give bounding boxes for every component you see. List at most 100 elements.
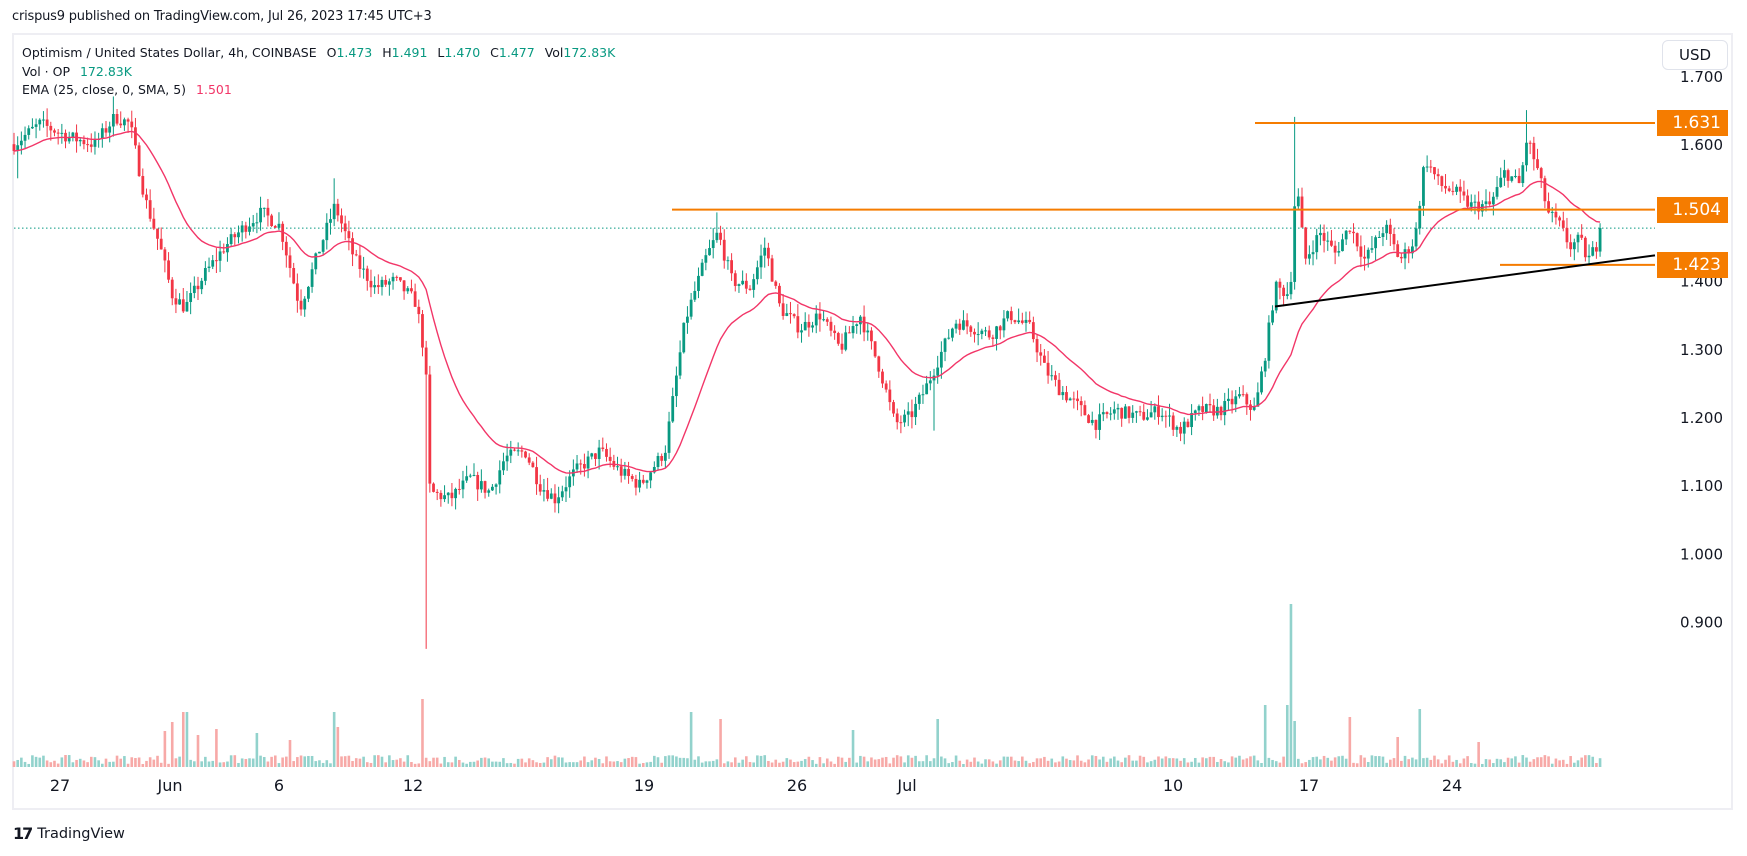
candle-body bbox=[145, 194, 148, 201]
candle-body bbox=[520, 450, 524, 452]
volume-bar bbox=[1164, 756, 1168, 767]
volume-bar bbox=[929, 761, 932, 767]
candle-body bbox=[715, 232, 719, 241]
candle-body bbox=[575, 463, 579, 470]
volume-bar bbox=[1341, 755, 1344, 767]
trendline[interactable] bbox=[1274, 254, 1656, 308]
volume-bar bbox=[1090, 755, 1094, 767]
volume-bar bbox=[222, 762, 226, 767]
volume-bar bbox=[866, 761, 870, 767]
volume-bar bbox=[1212, 756, 1215, 767]
candle-body bbox=[1094, 419, 1098, 430]
candle-body bbox=[1186, 421, 1190, 428]
candle-body bbox=[181, 299, 185, 312]
volume-bar bbox=[833, 763, 836, 767]
candle-body bbox=[60, 132, 64, 134]
chart-frame[interactable] bbox=[12, 33, 1733, 810]
volume-bar bbox=[1304, 762, 1307, 767]
volume-bar bbox=[877, 759, 881, 767]
volume-bar bbox=[1017, 761, 1020, 767]
candle-body bbox=[1043, 355, 1046, 363]
candle-body bbox=[711, 240, 715, 249]
volume-bar bbox=[1263, 705, 1267, 767]
volume-bar bbox=[1157, 756, 1160, 767]
volume-bar bbox=[159, 762, 163, 767]
volume-bar bbox=[115, 755, 119, 767]
candle-body bbox=[1149, 412, 1153, 418]
candle-body bbox=[45, 119, 49, 126]
volume-bar bbox=[763, 755, 767, 767]
low-label: L bbox=[437, 45, 445, 60]
candle-body bbox=[1020, 320, 1024, 323]
volume-bar bbox=[1205, 758, 1208, 767]
volume-bar bbox=[704, 761, 708, 767]
high-label: H bbox=[382, 45, 392, 60]
volume-bar bbox=[148, 757, 152, 767]
volume-study-row[interactable]: Vol · OP 172.83K bbox=[22, 63, 615, 82]
volume-bar bbox=[483, 757, 487, 767]
candle-body bbox=[1595, 247, 1598, 252]
volume-bar bbox=[134, 758, 137, 767]
candle-body bbox=[329, 219, 332, 223]
volume-bar bbox=[240, 758, 244, 767]
candle-body bbox=[1510, 176, 1514, 181]
volume-bar bbox=[910, 757, 914, 767]
volume-bar bbox=[987, 759, 991, 767]
candle-body bbox=[991, 337, 995, 339]
currency-button[interactable]: USD bbox=[1662, 40, 1728, 70]
candle-body bbox=[196, 285, 200, 290]
candle-body bbox=[840, 343, 844, 350]
volume-bar bbox=[170, 722, 174, 767]
volume-bar bbox=[1260, 763, 1263, 767]
volume-bar bbox=[1466, 756, 1469, 767]
candle-body bbox=[866, 330, 870, 333]
volume-bar bbox=[542, 762, 546, 767]
candle-body bbox=[737, 284, 741, 286]
candle-body bbox=[663, 452, 667, 461]
candle-body bbox=[579, 463, 583, 465]
candle-body bbox=[862, 316, 866, 333]
candle-body bbox=[748, 288, 752, 290]
ema-study-row[interactable]: EMA (25, close, 0, SMA, 5) 1.501 bbox=[22, 81, 615, 100]
candle-body bbox=[785, 313, 789, 316]
tradingview-logo[interactable]: 17 TradingView bbox=[13, 824, 125, 843]
volume-bar bbox=[167, 763, 170, 767]
candle-body bbox=[763, 247, 767, 256]
volume-bar bbox=[1308, 759, 1311, 767]
candle-body bbox=[1260, 371, 1263, 393]
candle-body bbox=[1230, 398, 1234, 405]
candle-body bbox=[623, 468, 627, 476]
candle-body bbox=[49, 125, 53, 131]
candle-body bbox=[288, 255, 292, 269]
volume-bar bbox=[807, 756, 811, 767]
candle-body bbox=[104, 128, 108, 133]
candle-body bbox=[1565, 227, 1569, 243]
volume-bar bbox=[1116, 760, 1120, 767]
volume-bar bbox=[1598, 758, 1602, 767]
volume-bar bbox=[307, 755, 310, 767]
volume-bar bbox=[476, 760, 479, 767]
symbol-legend-row[interactable]: Optimism / United States Dollar, 4h, COI… bbox=[22, 44, 615, 63]
candle-body bbox=[410, 288, 413, 292]
candle-body bbox=[417, 306, 421, 315]
volume-bar bbox=[233, 755, 237, 767]
volume-bar bbox=[1363, 757, 1366, 767]
volume-bar bbox=[1554, 758, 1558, 767]
volume-bar bbox=[1083, 762, 1087, 767]
volume-bar bbox=[1009, 756, 1013, 767]
volume-bar bbox=[612, 761, 616, 767]
volume-bar bbox=[373, 755, 376, 767]
volume-bar bbox=[292, 761, 295, 767]
volume-bar bbox=[1046, 760, 1050, 767]
volume-bar bbox=[424, 757, 428, 767]
candle-body bbox=[1333, 245, 1337, 253]
candle-body bbox=[917, 394, 921, 404]
candle-body bbox=[174, 298, 178, 305]
candle-body bbox=[873, 341, 877, 357]
volume-bar bbox=[443, 756, 446, 767]
candle-body bbox=[1525, 142, 1528, 166]
candle-body bbox=[251, 223, 255, 227]
volume-bar bbox=[1532, 759, 1536, 767]
candle-body bbox=[895, 413, 899, 423]
